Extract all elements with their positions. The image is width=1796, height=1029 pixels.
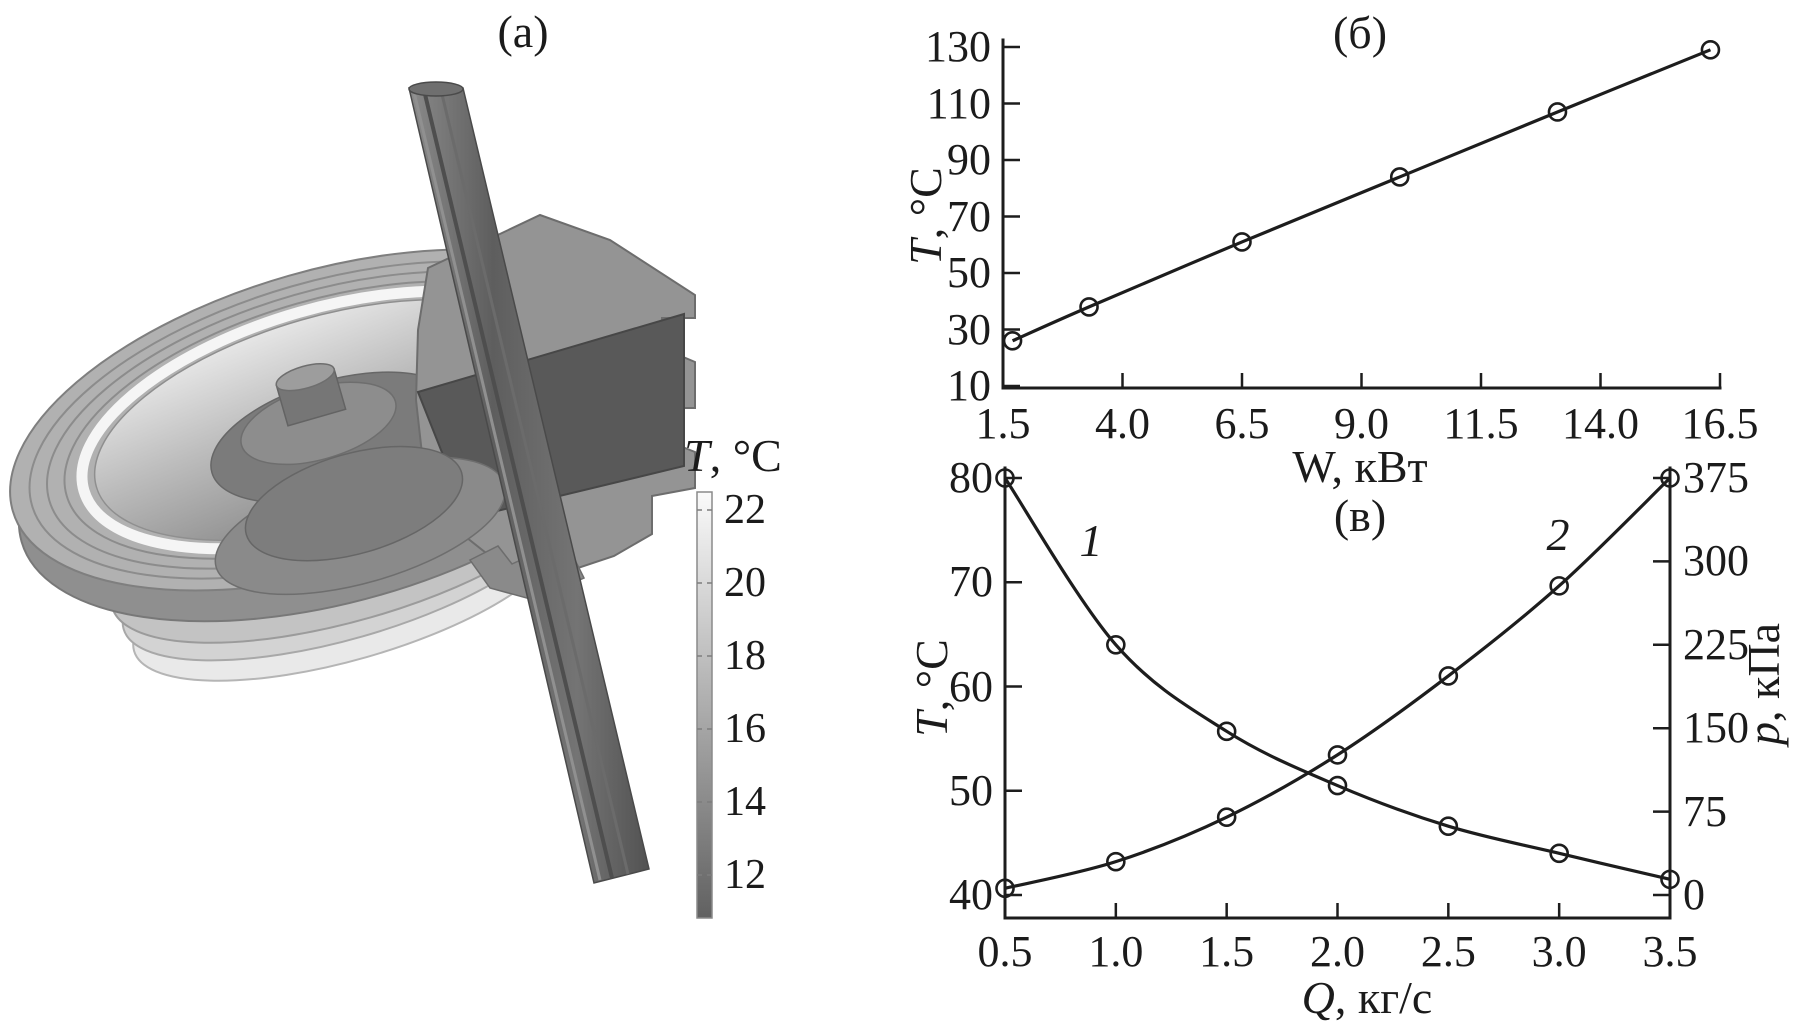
chart-b-y-tick-label: 110 <box>926 78 991 128</box>
chart-b-y-axis-unit: , °C <box>900 167 951 240</box>
colorbar-title: T, °C <box>684 433 782 479</box>
chart-v-right-y-tick-label: 0 <box>1683 870 1705 919</box>
chart-v-plot <box>995 466 1680 920</box>
chart-b-x-axis-title: W, кВт <box>1292 444 1427 490</box>
panel-b-label: (б) <box>1332 7 1388 58</box>
colorbar-tick-label: 18 <box>724 633 766 679</box>
chart-b-y-tick-label: 130 <box>925 22 991 71</box>
chart-b-x-tick-label: 1.5 <box>975 399 1031 448</box>
chart-v-x-tick-label: 0.5 <box>977 927 1033 976</box>
chart-v-right-y-tick-label: 300 <box>1683 536 1749 586</box>
colorbar-tick-label: 14 <box>724 779 766 825</box>
chart-v-left-y-axis-variable: T <box>906 711 957 737</box>
chart-v-left-y-tick-label: 50 <box>949 765 993 815</box>
curve-1-label: 1 <box>1079 515 1103 566</box>
chart-b-x-axis-variable: W <box>1292 441 1332 492</box>
chart-b-y-axis-variable: T <box>900 239 951 265</box>
chart-b-x-axis-unit: , кВт <box>1331 441 1428 492</box>
chart-v-x-axis-variable: Q <box>1301 972 1335 1023</box>
chart-b-plot <box>1001 38 1722 390</box>
colorbar-tick-label: 12 <box>724 852 766 898</box>
colorbar-tick-label: 20 <box>724 560 766 606</box>
chart-b-y-axis-title: T, °C <box>900 167 951 265</box>
panel-v-label: (в) <box>1333 490 1387 541</box>
chart-v-x-axis-unit: , кг/с <box>1334 972 1433 1023</box>
chart-v-x-axis-title: Q, кг/с <box>1302 975 1433 1021</box>
chart-v-right-y-tick-label: 225 <box>1683 619 1749 669</box>
panel-a-label: (a) <box>497 6 549 57</box>
colorbar-title-variable: T <box>684 430 710 481</box>
device-cutaway-3d-view <box>9 81 696 884</box>
chart-v-left-y-tick-label: 80 <box>949 453 993 502</box>
chart-b-y-tick-label: 30 <box>947 304 991 354</box>
chart-v-left-y-tick-label: 60 <box>949 661 993 711</box>
chart-b-x-tick-label: 16.5 <box>1681 399 1759 448</box>
device-lower-dome <box>214 445 507 596</box>
temperature-colorbar <box>696 491 713 919</box>
chart-v-x-tick-label: 3.5 <box>1642 927 1698 976</box>
chart-v-x-tick-label: 2.5 <box>1420 927 1476 976</box>
colorbar-tick-label: 22 <box>724 487 766 533</box>
device-shaft <box>408 81 650 884</box>
chart-v-left-y-tick-label: 40 <box>949 870 993 919</box>
chart-b-x-tick-label: 6.5 <box>1214 399 1270 448</box>
chart-v-left-y-tick-label: 70 <box>949 557 993 607</box>
chart-v-x-tick-label: 2.0 <box>1310 927 1365 976</box>
chart-b-y-tick-label: 90 <box>947 135 991 184</box>
chart-v-x-tick-label: 1.0 <box>1088 927 1144 976</box>
chart-b-y-tick-label: 70 <box>947 191 991 241</box>
chart-v-right-y-tick-label: 375 <box>1683 453 1749 502</box>
chart-v-x-tick-label: 1.5 <box>1199 927 1255 976</box>
curve-2-label: 2 <box>1546 509 1570 560</box>
chart-b-x-tick-label: 4.0 <box>1095 399 1150 448</box>
chart-b-x-tick-label: 14.0 <box>1562 399 1639 448</box>
chart-b-y-tick-label: 50 <box>947 248 991 297</box>
chart-b-x-tick-label: 11.5 <box>1443 399 1519 448</box>
colorbar-tick-label: 16 <box>724 706 766 752</box>
chart-b-y-tick-label: 10 <box>947 361 991 410</box>
chart-b-x-tick-label: 9.0 <box>1334 399 1389 448</box>
colorbar-title-unit: , °C <box>709 430 782 481</box>
chart-v-right-y-tick-label: 150 <box>1683 703 1749 753</box>
chart-v-x-tick-label: 3.0 <box>1531 927 1587 976</box>
chart-v-right-y-tick-label: 75 <box>1683 786 1727 836</box>
